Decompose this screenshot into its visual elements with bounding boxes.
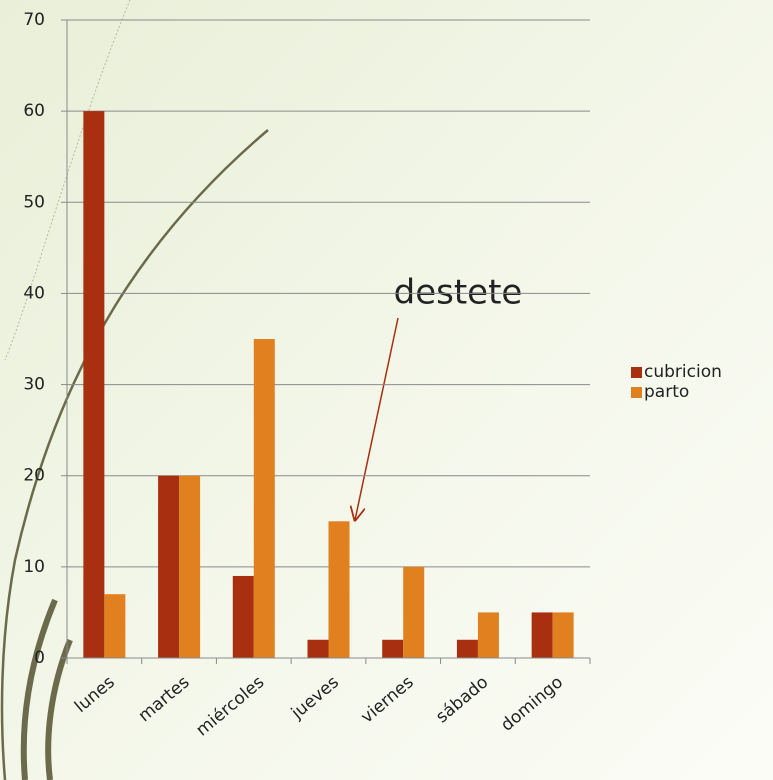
y-tick-label: 50: [23, 192, 45, 212]
y-tick-label: 0: [34, 648, 45, 668]
legend-swatch: [631, 387, 642, 398]
bar: [552, 612, 574, 658]
legend-label: cubricion: [644, 362, 722, 382]
bar: [158, 475, 180, 658]
bar: [456, 639, 478, 658]
decor-curve: [20, 598, 58, 780]
decor-curve: [0, 129, 269, 780]
legend-swatch: [631, 367, 642, 378]
bar: [307, 639, 329, 658]
annotation: destete: [394, 273, 523, 313]
bar: [179, 475, 201, 658]
y-tick-label: 70: [23, 10, 45, 30]
y-tick-label: 60: [23, 101, 45, 121]
bar: [403, 566, 425, 658]
y-tick-label: 40: [23, 283, 45, 303]
legend-label: parto: [644, 382, 689, 402]
y-tick-label: 30: [23, 375, 45, 395]
annotation-arrow: [355, 317, 399, 520]
y-tick-label: 20: [23, 466, 45, 486]
bar: [253, 339, 275, 658]
bar: [477, 612, 499, 658]
decor-curve: [45, 638, 73, 780]
bar: [232, 575, 254, 658]
bar: [83, 111, 105, 658]
bar: [328, 521, 350, 658]
y-tick-label: 10: [23, 557, 45, 577]
bar: [531, 612, 553, 658]
decor-curve: [4, 0, 131, 361]
bar: [382, 639, 404, 658]
bar: [104, 594, 126, 658]
